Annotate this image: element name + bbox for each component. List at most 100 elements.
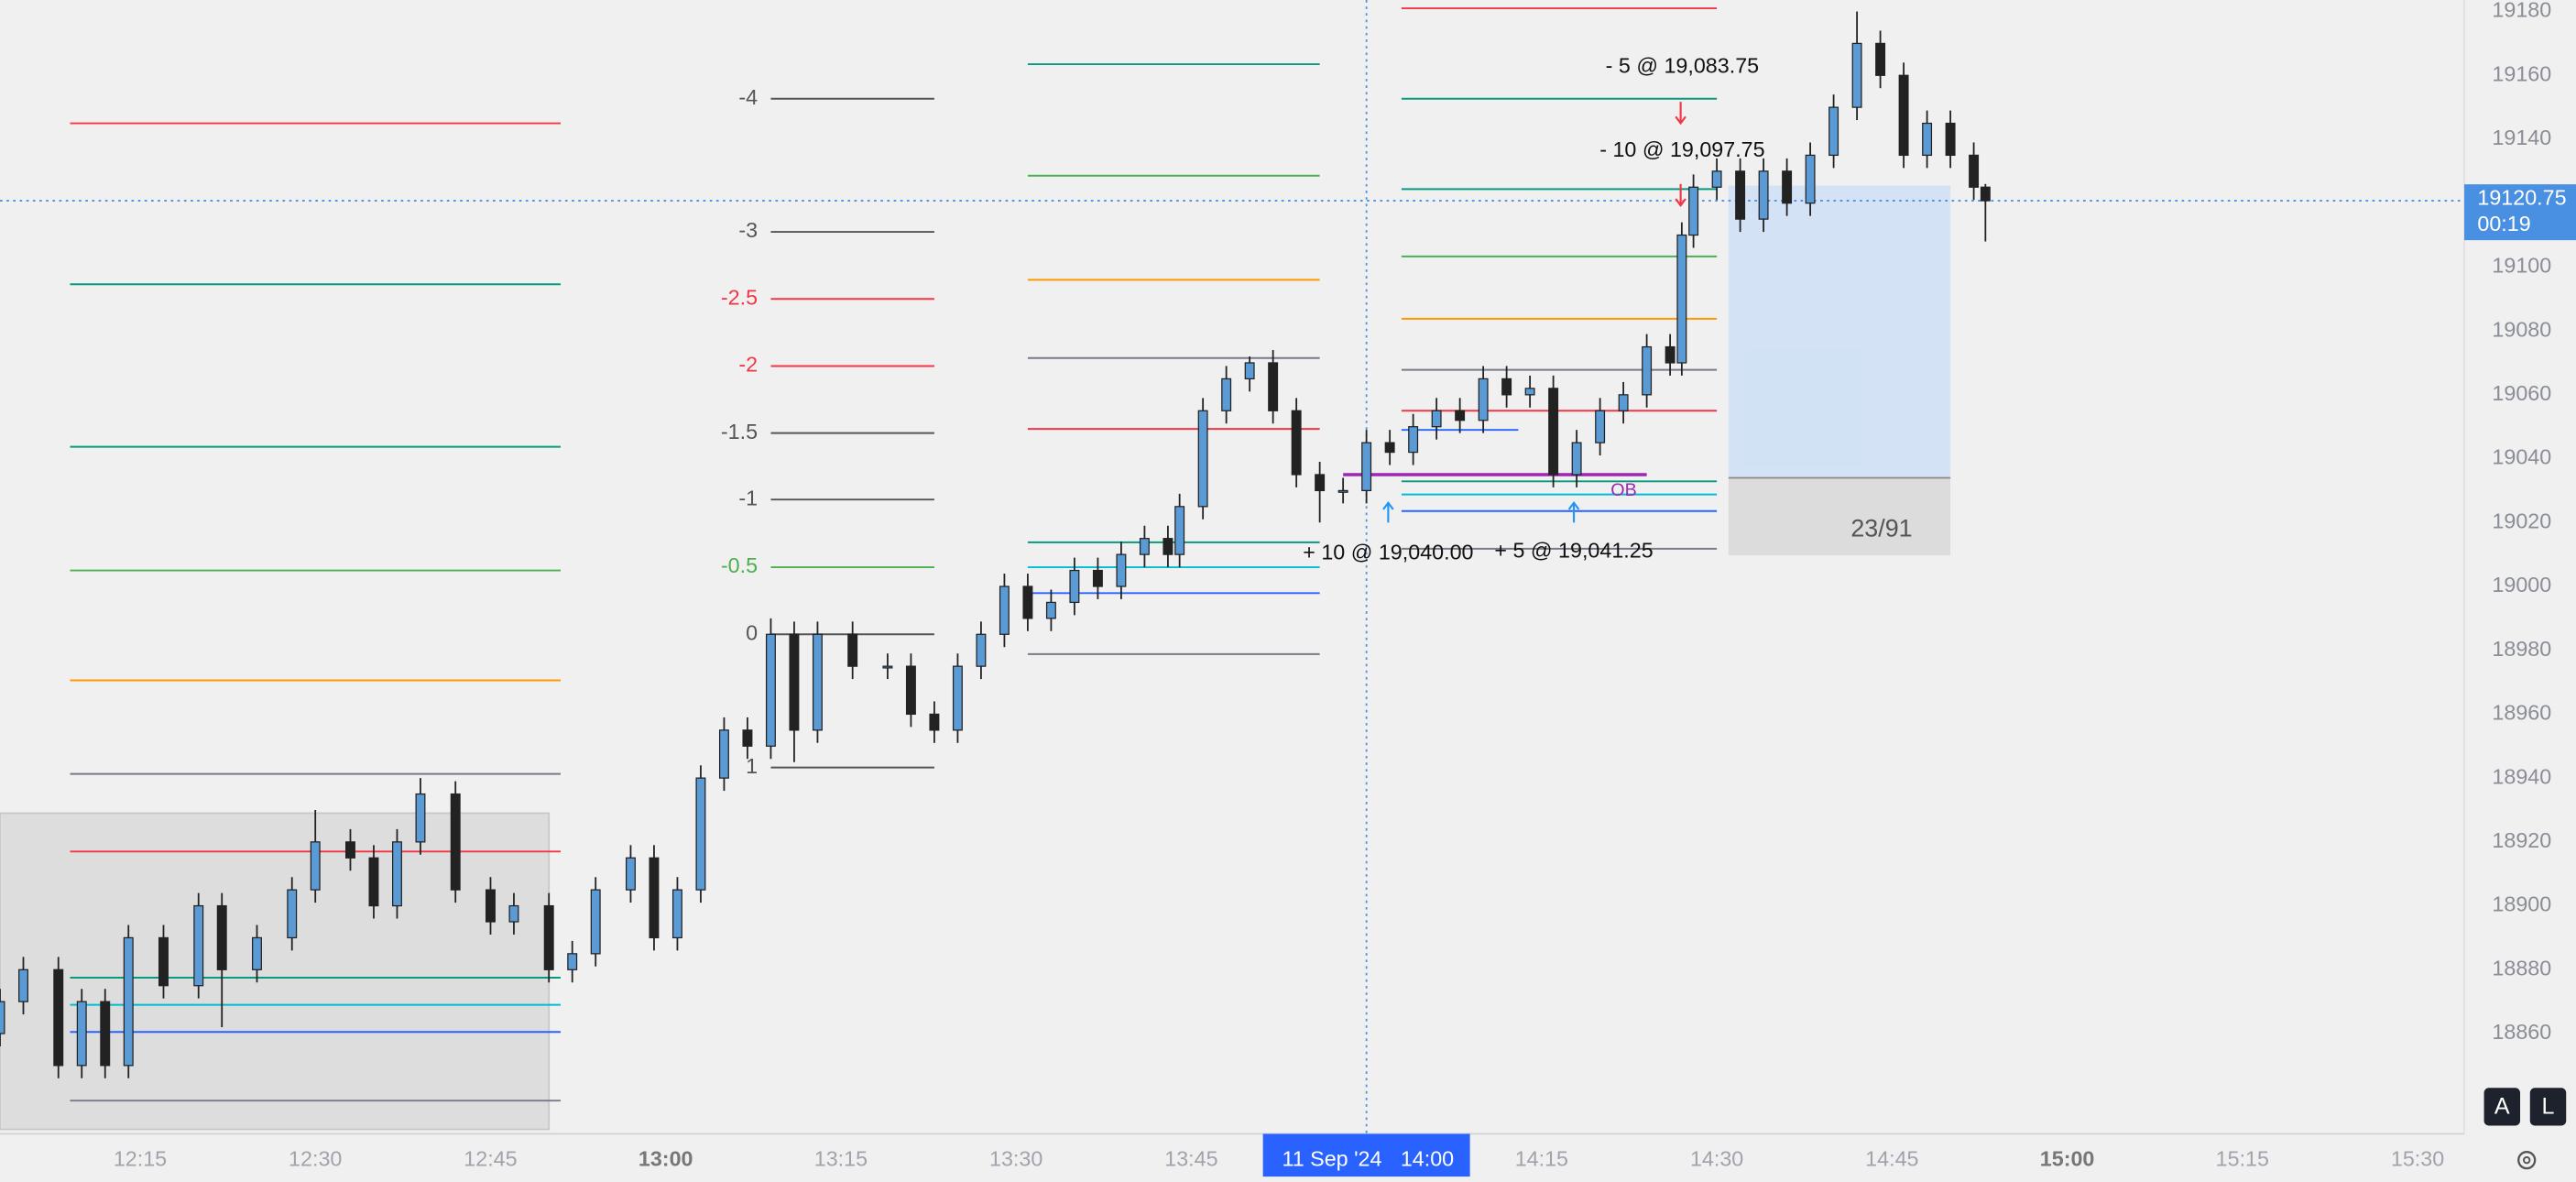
level-label: -2 bbox=[738, 353, 758, 377]
last-price-box bbox=[2464, 184, 2576, 241]
candle-body bbox=[1688, 186, 1699, 236]
candle-body bbox=[976, 633, 987, 667]
candle-body bbox=[718, 729, 729, 779]
candle-body bbox=[742, 729, 753, 747]
candle-body bbox=[252, 936, 262, 970]
x-tick-label: 15:15 bbox=[2216, 1146, 2269, 1170]
candle-body bbox=[1315, 474, 1326, 492]
candle-body bbox=[1139, 538, 1150, 555]
candle-body bbox=[590, 889, 601, 955]
candle-body bbox=[287, 889, 298, 939]
candle-body bbox=[1805, 154, 1816, 204]
candle-body bbox=[1337, 489, 1348, 493]
candle-body bbox=[450, 793, 461, 891]
y-tick-label: 18920 bbox=[2492, 828, 2551, 852]
x-tick-label: 15:30 bbox=[2391, 1146, 2444, 1170]
candle-body bbox=[695, 777, 706, 891]
candle-body bbox=[1782, 170, 1793, 204]
candle-body bbox=[485, 889, 496, 923]
candle-body bbox=[1197, 410, 1208, 508]
y-tick-label: 18900 bbox=[2492, 892, 2551, 916]
candle-body bbox=[1571, 442, 1582, 476]
candle-body bbox=[1980, 186, 1991, 202]
candle-body bbox=[1945, 122, 1956, 157]
candle-body bbox=[1618, 394, 1629, 411]
candle-body bbox=[1828, 106, 1839, 157]
candle-body bbox=[368, 857, 379, 907]
x-tick-label: 14:15 bbox=[1515, 1146, 1568, 1170]
candle-body bbox=[789, 633, 800, 731]
candle-body bbox=[671, 889, 682, 939]
candle-body bbox=[952, 665, 963, 731]
x-tick-label: 13:30 bbox=[989, 1146, 1042, 1170]
candle-body bbox=[310, 841, 321, 891]
candle-body bbox=[812, 633, 823, 731]
candle-body bbox=[1174, 506, 1185, 555]
y-tick-label: 19040 bbox=[2492, 445, 2551, 469]
y-tick-label: 19100 bbox=[2492, 254, 2551, 278]
candle-body bbox=[1851, 42, 1862, 108]
candle-body bbox=[1361, 442, 1372, 492]
candle-body bbox=[391, 841, 402, 907]
candle-body bbox=[1162, 538, 1173, 555]
candle-body bbox=[1875, 42, 1886, 76]
scale-button-label[interactable]: L bbox=[2542, 1093, 2555, 1119]
candle-body bbox=[100, 1001, 111, 1067]
candle-body bbox=[1069, 569, 1080, 604]
y-tick-label: 18880 bbox=[2492, 956, 2551, 980]
settings-icon[interactable] bbox=[2517, 1151, 2537, 1170]
candle-body bbox=[543, 904, 554, 970]
countdown-label: 00:19 bbox=[2477, 212, 2530, 235]
x-tick-label: 14:45 bbox=[1865, 1146, 1918, 1170]
candle-body bbox=[1665, 345, 1675, 364]
order-block-label: OB bbox=[1610, 480, 1636, 500]
level-label: 0 bbox=[746, 620, 758, 644]
candle-body bbox=[1431, 410, 1442, 428]
candle-body bbox=[1898, 74, 1909, 157]
candle-body bbox=[1455, 410, 1466, 421]
candle-body bbox=[18, 969, 28, 1002]
candle-body bbox=[929, 713, 940, 731]
candle-body bbox=[1408, 426, 1419, 454]
candle-body bbox=[345, 841, 355, 859]
level-label: -1.5 bbox=[721, 420, 758, 443]
trade-arrow-head bbox=[1382, 500, 1394, 510]
crosshair-date: 11 Sep '24 bbox=[1283, 1146, 1382, 1170]
trade-arrow-head bbox=[1675, 198, 1686, 207]
trade-arrow-head bbox=[1675, 115, 1686, 126]
candle-body bbox=[1221, 378, 1232, 411]
candle-body bbox=[1642, 345, 1653, 396]
trade-arrow-head bbox=[1567, 500, 1580, 510]
candle-body bbox=[1268, 362, 1279, 411]
last-price-label: 19120.75 bbox=[2477, 185, 2566, 209]
candle-body bbox=[1735, 170, 1746, 220]
candle-body bbox=[76, 1001, 87, 1067]
x-tick-label: 13:00 bbox=[639, 1146, 693, 1170]
candle-body bbox=[765, 633, 776, 747]
candle-body bbox=[508, 904, 519, 923]
candle-body bbox=[1969, 154, 1980, 188]
x-tick-label: 12:15 bbox=[114, 1146, 167, 1170]
candle-body bbox=[158, 936, 169, 987]
candle-body bbox=[1711, 170, 1722, 188]
candle-body bbox=[567, 953, 578, 970]
candle-body bbox=[193, 904, 204, 987]
candle-body bbox=[1524, 388, 1535, 396]
candle-body bbox=[1595, 410, 1606, 443]
x-tick-label: 13:15 bbox=[814, 1146, 868, 1170]
settings-icon-core[interactable] bbox=[2522, 1155, 2531, 1165]
crosshair-time-box bbox=[1262, 1133, 1470, 1177]
candle-body bbox=[625, 857, 636, 891]
x-tick-label: 14:30 bbox=[1690, 1146, 1743, 1170]
x-tick-label: 12:45 bbox=[464, 1146, 517, 1170]
position-stop-zone bbox=[1728, 477, 1951, 556]
scale-button[interactable] bbox=[2529, 1088, 2567, 1126]
candle-body bbox=[1291, 410, 1302, 476]
y-tick-label: 18980 bbox=[2492, 637, 2551, 661]
candle-body bbox=[415, 793, 426, 843]
scale-button[interactable] bbox=[2483, 1088, 2521, 1126]
candle-body bbox=[1922, 122, 1933, 157]
candle-body bbox=[1022, 586, 1033, 619]
scale-button-label[interactable]: A bbox=[2494, 1093, 2510, 1119]
